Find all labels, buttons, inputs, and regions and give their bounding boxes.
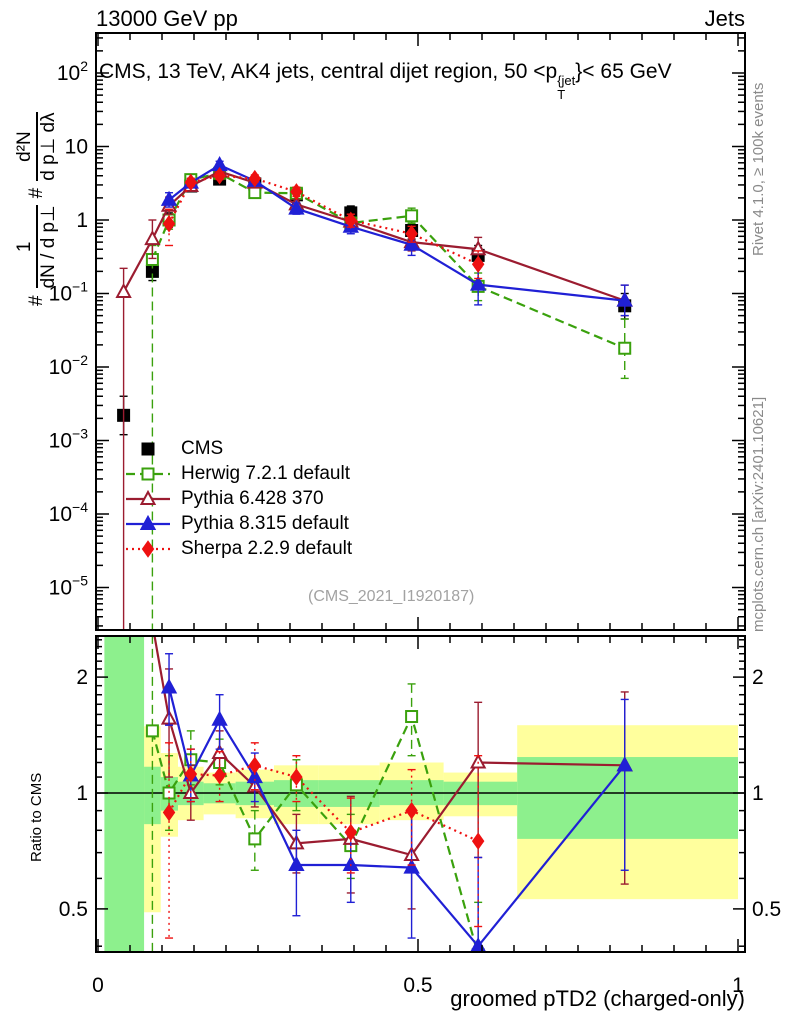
legend-marker-sherpa bbox=[126, 539, 170, 558]
ylabel-frac2: d²N d p⊥ dλ bbox=[14, 112, 59, 181]
legend-item-cms: CMS bbox=[124, 436, 352, 461]
analysis-id-watermark: (CMS_2021_I1920187) bbox=[308, 588, 475, 605]
plot-title-sub: T bbox=[557, 86, 566, 102]
legend-marker-pythia6 bbox=[126, 489, 170, 505]
svg-text:1: 1 bbox=[76, 782, 88, 805]
svg-text:102: 102 bbox=[57, 58, 88, 85]
svg-text:0.5: 0.5 bbox=[59, 898, 88, 921]
svg-text:1: 1 bbox=[76, 209, 88, 232]
ratio-y-axis-label: Ratio to CMS bbox=[28, 772, 45, 862]
legend-label-pythia6: Pythia 6.428 370 bbox=[181, 487, 324, 509]
legend-marker-pythia8 bbox=[126, 514, 170, 530]
legend-label-cms: CMS bbox=[181, 437, 224, 459]
ylabel-hash1: # bbox=[25, 295, 47, 306]
y-axis-label-main: # 1 dN / d p⊥ # d²N d p⊥ dλ bbox=[14, 112, 60, 306]
legend-marker-herwig bbox=[126, 467, 170, 480]
svg-text:1: 1 bbox=[752, 782, 764, 805]
header-beam-energy: 13000 GeV pp bbox=[96, 6, 238, 31]
ylabel-frac1: 1 dN / d p⊥ bbox=[14, 205, 59, 289]
legend-item-pythia6: Pythia 6.428 370 bbox=[124, 486, 352, 511]
legend-item-sherpa: Sherpa 2.2.9 default bbox=[124, 536, 352, 561]
plot-title: CMS, 13 TeV, AK4 jets, central dijet reg… bbox=[99, 60, 672, 101]
legend-item-pythia8: Pythia 8.315 default bbox=[124, 511, 352, 536]
svg-text:2: 2 bbox=[76, 666, 88, 689]
legend-marker-cms bbox=[141, 442, 155, 455]
svg-text:0.5: 0.5 bbox=[403, 974, 432, 997]
x-axis-label: groomed pTD2 (charged-only) bbox=[450, 986, 745, 1011]
legend-item-herwig: Herwig 7.2.1 default bbox=[124, 461, 352, 486]
ylabel-hash2: # bbox=[25, 187, 47, 199]
svg-text:2: 2 bbox=[752, 666, 764, 689]
svg-text:1: 1 bbox=[732, 974, 744, 997]
legend-label-sherpa: Sherpa 2.2.9 default bbox=[181, 537, 353, 559]
mcplots-arxiv-note: mcplots.cern.ch [arXiv:2401.10621] bbox=[750, 396, 767, 632]
legend-label-pythia8: Pythia 8.315 default bbox=[181, 512, 349, 534]
rivet-version-note: Rivet 4.1.0, ≥ 100k events bbox=[750, 82, 767, 256]
svg-text:0.5: 0.5 bbox=[752, 898, 781, 921]
legend: CMS Herwig 7.2.1 default Pythia 6.428 37… bbox=[124, 436, 352, 561]
svg-text:10−1: 10−1 bbox=[49, 279, 89, 306]
svg-text:10: 10 bbox=[65, 136, 88, 159]
svg-text:0: 0 bbox=[92, 974, 104, 997]
plot-title-sup: {jet bbox=[557, 73, 576, 88]
svg-text:10−5: 10−5 bbox=[49, 573, 89, 600]
plot-title-supsub: {jet T bbox=[557, 74, 575, 101]
svg-text:10−2: 10−2 bbox=[49, 352, 89, 379]
svg-text:10−4: 10−4 bbox=[49, 499, 89, 526]
plot-title-pre: CMS, 13 TeV, AK4 jets, central dijet reg… bbox=[99, 60, 558, 83]
header-analysis-group: Jets bbox=[704, 6, 745, 31]
svg-text:10−3: 10−3 bbox=[49, 426, 89, 453]
plot-title-post: }< 65 GeV bbox=[575, 60, 672, 83]
legend-label-herwig: Herwig 7.2.1 default bbox=[181, 462, 350, 484]
